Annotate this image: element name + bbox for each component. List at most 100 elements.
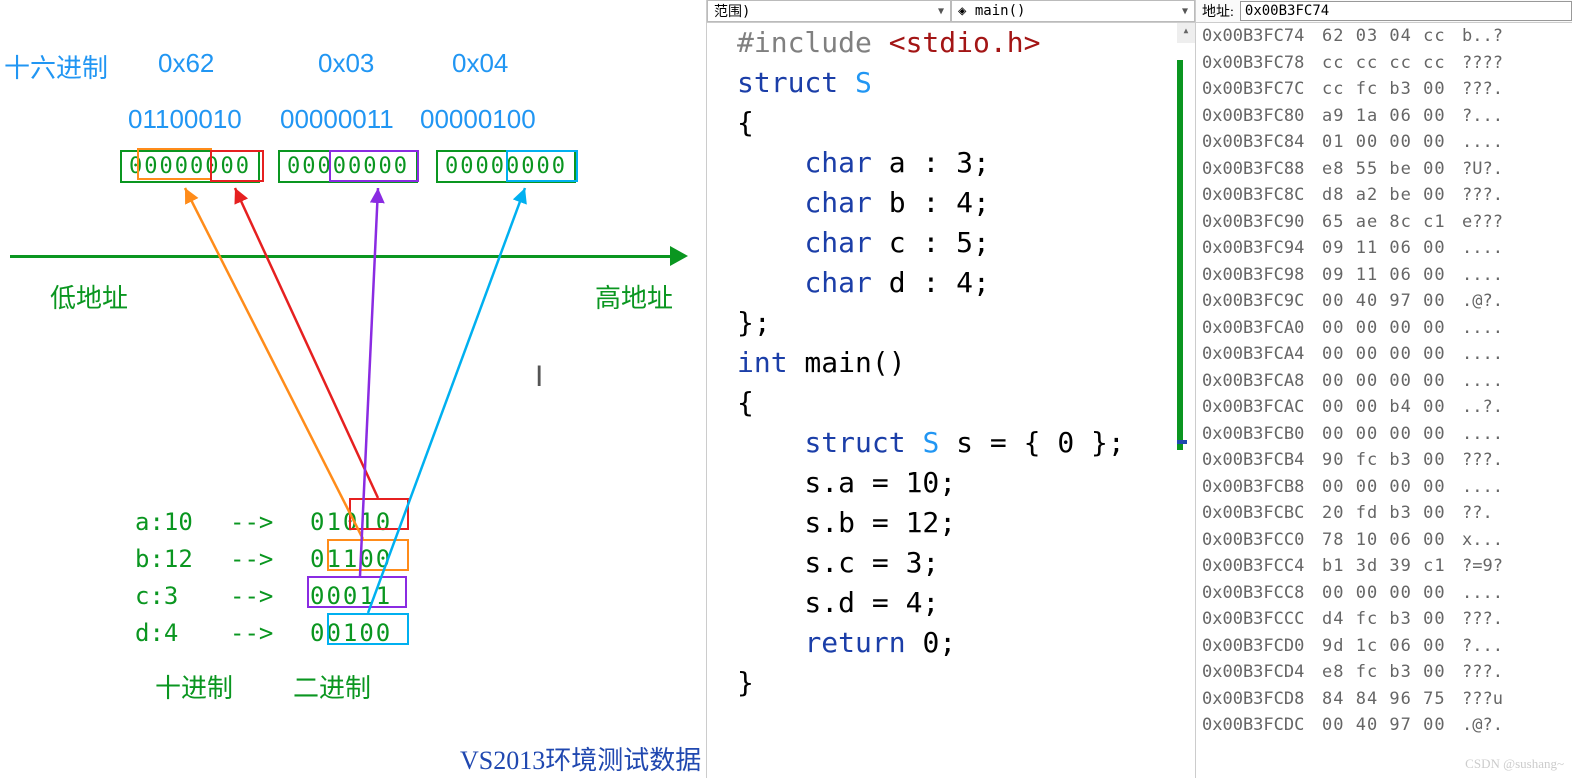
mem-bytes: 62 03 04 cc — [1322, 23, 1462, 50]
code-line: { — [707, 383, 1177, 423]
mem-bytes: 90 fc b3 00 — [1322, 447, 1462, 474]
mem-addr: 0x00B3FCBC — [1202, 500, 1322, 527]
code-line: int main() — [707, 343, 1177, 383]
mem-bytes: 00 00 00 00 — [1322, 341, 1462, 368]
mem-addr: 0x00B3FC98 — [1202, 262, 1322, 289]
memory-row: 0x00B3FCD4e8 fc b3 00???. — [1196, 659, 1572, 686]
mem-ascii: ??. — [1462, 500, 1572, 527]
mem-bytes: b1 3d 39 c1 — [1322, 553, 1462, 580]
mem-bytes: 84 84 96 75 — [1322, 686, 1462, 713]
memory-rows[interactable]: 0x00B3FC7462 03 04 ccb..?0x00B3FC78cc cc… — [1196, 23, 1572, 778]
mem-bytes: 00 40 97 00 — [1322, 288, 1462, 315]
mem-addr: 0x00B3FC8C — [1202, 182, 1322, 209]
address-axis — [10, 255, 680, 258]
mem-addr: 0x00B3FCAC — [1202, 394, 1322, 421]
mem-addr: 0x00B3FCC4 — [1202, 553, 1322, 580]
high-addr-label: 高地址 — [595, 278, 673, 315]
legend-binary: 二进制 — [293, 668, 371, 705]
mem-ascii: ???. — [1462, 606, 1572, 633]
mem-ascii: ?U?. — [1462, 156, 1572, 183]
mem-ascii: .@?. — [1462, 712, 1572, 739]
memory-row: 0x00B3FC9809 11 06 00.... — [1196, 262, 1572, 289]
assign-c-arrow: --> — [230, 582, 273, 610]
mem-bytes: e8 55 be 00 — [1322, 156, 1462, 183]
memory-row: 0x00B3FC9409 11 06 00.... — [1196, 235, 1572, 262]
assign-b-arrow: --> — [230, 545, 273, 573]
mem-addr: 0x00B3FCB8 — [1202, 474, 1322, 501]
address-axis-arrow — [670, 246, 688, 266]
memory-window: 地址: 0x00B3FC7462 03 04 ccb..?0x00B3FC78c… — [1196, 0, 1572, 778]
memory-row: 0x00B3FCA400 00 00 00.... — [1196, 341, 1572, 368]
mem-bytes: 00 00 b4 00 — [1322, 394, 1462, 421]
code-line: #include <stdio.h> — [707, 23, 1177, 63]
box-a-top — [210, 150, 264, 182]
code-line: struct S s = { 0 }; — [707, 423, 1177, 463]
memory-row: 0x00B3FCA800 00 00 00.... — [1196, 368, 1572, 395]
code-line: s.c = 3; — [707, 543, 1177, 583]
assign-a-var: a:10 — [135, 508, 193, 536]
function-dropdown[interactable]: ◈ main() ▼ — [951, 0, 1195, 22]
code-nav-bar: 范围) ▼ ◈ main() ▼ — [707, 0, 1195, 23]
mem-addr: 0x00B3FC90 — [1202, 209, 1322, 236]
code-line: char b : 4; — [707, 183, 1177, 223]
mem-addr: 0x00B3FC88 — [1202, 156, 1322, 183]
mem-addr: 0x00B3FC78 — [1202, 50, 1322, 77]
code-text[interactable]: #include <stdio.h>struct S{ char a : 3; … — [707, 23, 1177, 778]
hex-row-label: 十六进制 — [4, 48, 108, 85]
mem-ascii: e??? — [1462, 209, 1572, 236]
mem-bytes: cc cc cc cc — [1322, 50, 1462, 77]
mem-ascii: .... — [1462, 262, 1572, 289]
box-d-bottom — [327, 613, 409, 645]
mem-bytes: e8 fc b3 00 — [1322, 659, 1462, 686]
memory-row: 0x00B3FCA000 00 00 00.... — [1196, 315, 1572, 342]
memory-row: 0x00B3FCBC20 fd b3 00 ??. — [1196, 500, 1572, 527]
mem-bytes: 00 00 00 00 — [1322, 580, 1462, 607]
assign-c-var: c:3 — [135, 582, 178, 610]
scroll-up-button[interactable]: ▴ — [1177, 23, 1195, 43]
mem-addr: 0x00B3FC94 — [1202, 235, 1322, 262]
mem-bytes: 78 10 06 00 — [1322, 527, 1462, 554]
memory-row: 0x00B3FCB490 fc b3 00???. — [1196, 447, 1572, 474]
mem-ascii: ???. — [1462, 182, 1572, 209]
text-cursor-icon: I — [535, 360, 543, 394]
memory-row: 0x00B3FCCCd4 fc b3 00???. — [1196, 606, 1572, 633]
code-line: } — [707, 663, 1177, 703]
memory-header: 地址: — [1196, 0, 1572, 23]
code-line: s.a = 10; — [707, 463, 1177, 503]
mem-ascii: .... — [1462, 474, 1572, 501]
mem-addr: 0x00B3FC84 — [1202, 129, 1322, 156]
code-line: { — [707, 103, 1177, 143]
memory-row: 0x00B3FCC078 10 06 00x... — [1196, 527, 1572, 554]
memory-row: 0x00B3FC78cc cc cc cc???? — [1196, 50, 1572, 77]
address-label: 地址: — [1196, 1, 1240, 21]
mem-addr: 0x00B3FC9C — [1202, 288, 1322, 315]
mem-ascii: .... — [1462, 421, 1572, 448]
memory-row: 0x00B3FC80a9 1a 06 00?... — [1196, 103, 1572, 130]
memory-row: 0x00B3FC8401 00 00 00.... — [1196, 129, 1572, 156]
scope-dropdown[interactable]: 范围) ▼ — [707, 0, 951, 22]
memory-row: 0x00B3FCD884 84 96 75???u — [1196, 686, 1572, 713]
memory-row: 0x00B3FCC800 00 00 00.... — [1196, 580, 1572, 607]
mem-bytes: d4 fc b3 00 — [1322, 606, 1462, 633]
assign-d-var: d:4 — [135, 619, 178, 647]
hex-2: 0x04 — [452, 48, 508, 79]
bitfield-diagram: 十六进制 0x62 0x03 0x04 01100010 00000011 00… — [0, 0, 706, 778]
watermark: CSDN @sushang~ — [1465, 756, 1564, 772]
legend-decimal: 十进制 — [155, 668, 233, 705]
code-line: s.d = 4; — [707, 583, 1177, 623]
mem-addr: 0x00B3FC74 — [1202, 23, 1322, 50]
mem-ascii: x... — [1462, 527, 1572, 554]
mem-addr: 0x00B3FC80 — [1202, 103, 1322, 130]
memory-row: 0x00B3FCDC00 40 97 00.@?. — [1196, 712, 1572, 739]
mem-ascii: .... — [1462, 315, 1572, 342]
code-editor: 范围) ▼ ◈ main() ▼ ▴ − − #include <stdio.h… — [706, 0, 1196, 778]
hex-0: 0x62 — [158, 48, 214, 79]
mem-ascii: ..?. — [1462, 394, 1572, 421]
mem-addr: 0x00B3FC7C — [1202, 76, 1322, 103]
address-input[interactable] — [1240, 1, 1572, 21]
box-c-top — [329, 150, 419, 182]
mem-bytes: 00 00 00 00 — [1322, 368, 1462, 395]
code-line: char c : 5; — [707, 223, 1177, 263]
mem-addr: 0x00B3FCA0 — [1202, 315, 1322, 342]
mem-addr: 0x00B3FCCC — [1202, 606, 1322, 633]
